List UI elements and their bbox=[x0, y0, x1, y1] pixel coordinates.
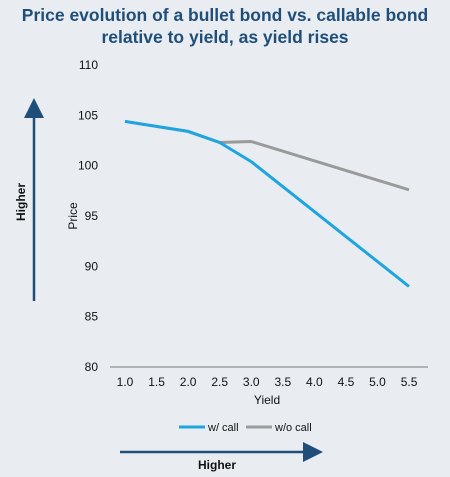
y-axis-ticks: 80 85 90 95 100 105 110 bbox=[78, 58, 98, 374]
x-axis-label: Yield bbox=[254, 393, 280, 407]
chart-title: Price evolution of a bullet bond vs. cal… bbox=[0, 4, 450, 48]
y-tick-label: 100 bbox=[78, 159, 98, 173]
y-tick-label: 90 bbox=[85, 259, 99, 273]
x-axis-ticks: 1.0 1.5 2.0 2.5 3.0 3.5 4.0 4.5 5.0 5.5 bbox=[117, 375, 418, 389]
y-tick-label: 95 bbox=[85, 209, 99, 223]
x-tick-label: 3.0 bbox=[243, 375, 260, 389]
x-tick-label: 2.0 bbox=[180, 375, 197, 389]
x-tick-label: 1.5 bbox=[148, 375, 165, 389]
x-tick-label: 3.5 bbox=[274, 375, 291, 389]
horizontal-higher-label: Higher bbox=[198, 458, 236, 472]
x-tick-label: 4.5 bbox=[338, 375, 355, 389]
chart-title-line-2: relative to yield, as yield rises bbox=[101, 27, 349, 47]
legend-label-w-o-call: w/o call bbox=[274, 422, 312, 434]
chart-legend: w/ call w/o call bbox=[179, 422, 312, 434]
series-layer bbox=[124, 119, 410, 288]
legend-label-w-call: w/ call bbox=[207, 422, 239, 434]
y-axis-label: Price bbox=[66, 202, 80, 230]
x-tick-label: 4.0 bbox=[306, 375, 323, 389]
x-tick-label: 5.5 bbox=[401, 375, 418, 389]
x-tick-label: 1.0 bbox=[117, 375, 134, 389]
x-tick-label: 5.0 bbox=[369, 375, 386, 389]
vertical-higher-label: Higher bbox=[14, 183, 28, 221]
series-line-w-call bbox=[124, 119, 410, 288]
chart-title-line-1: Price evolution of a bullet bond vs. cal… bbox=[21, 5, 429, 25]
y-tick-label: 80 bbox=[85, 360, 99, 374]
x-tick-label: 2.5 bbox=[211, 375, 228, 389]
y-tick-label: 105 bbox=[78, 108, 98, 122]
series-line-w-o-call bbox=[124, 119, 410, 192]
y-tick-label: 85 bbox=[85, 310, 99, 324]
y-tick-label: 110 bbox=[79, 58, 98, 72]
